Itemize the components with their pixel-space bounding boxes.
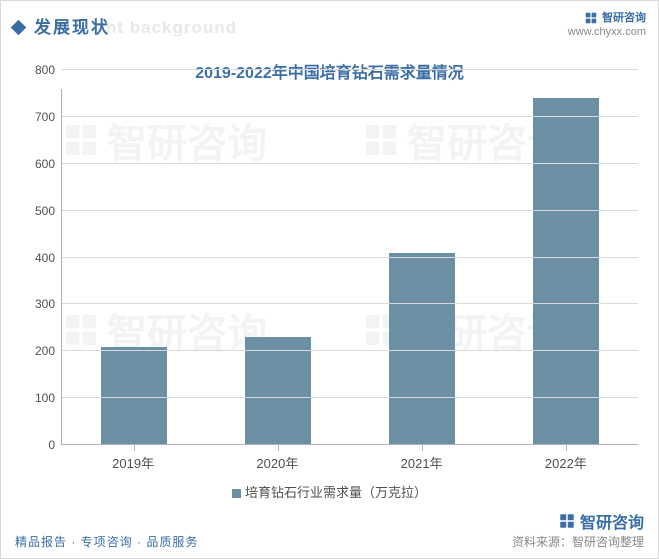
legend: 培育钻石行业需求量（万克拉）: [1, 472, 658, 505]
y-tick-label: 500: [35, 204, 55, 218]
header: 发展现状 nt background 智研咨询 www.chyxx.com: [1, 1, 658, 45]
x-tick-label: 2019年: [100, 453, 166, 472]
header-right: 智研咨询 www.chyxx.com: [568, 11, 646, 39]
footer-brand-name: 智研咨询: [580, 509, 644, 533]
gridline: [62, 397, 638, 398]
x-tick-label: 2020年: [244, 453, 310, 472]
y-tick-label: 300: [35, 297, 55, 311]
chart-card: 智研咨询 智研咨询 智研咨询 智研咨询 发展现状 nt background 智…: [0, 0, 659, 559]
x-axis-labels: 2019年 2020年 2021年 2022年: [61, 445, 638, 472]
x-tickmark: [566, 445, 567, 451]
bar: [533, 98, 599, 445]
y-tick-label: 800: [35, 63, 55, 77]
y-tick-label: 600: [35, 157, 55, 171]
chart-body: 0100200300400500600700800: [1, 89, 658, 445]
y-tick-label: 200: [35, 344, 55, 358]
bar: [389, 253, 455, 445]
gridline: [62, 350, 638, 351]
x-tick-label: 2022年: [533, 453, 599, 472]
gridline: [62, 69, 638, 70]
y-axis: 0100200300400500600700800: [21, 89, 61, 445]
section-title-ghost: nt background: [106, 18, 237, 38]
gridline: [62, 257, 638, 258]
y-tick-label: 100: [35, 391, 55, 405]
x-tick-label: 2021年: [389, 453, 455, 472]
x-tickmark: [422, 445, 423, 451]
bars-group: [62, 89, 638, 445]
footer: 精品报告 · 专项咨询 · 品质服务 智研咨询 资料来源：智研咨询整理: [1, 505, 658, 558]
chart-title: 2019-2022年中国培育钻石需求量情况: [1, 59, 658, 83]
legend-label: 培育钻石行业需求量（万克拉）: [245, 485, 427, 500]
y-tick-label: 0: [48, 438, 55, 452]
brand-logo-icon: [584, 11, 598, 25]
plot-area: [61, 89, 638, 445]
y-tick-label: 400: [35, 251, 55, 265]
brand-url: www.chyxx.com: [568, 25, 646, 39]
gridline: [62, 303, 638, 304]
gridline: [62, 116, 638, 117]
bar: [101, 347, 167, 445]
gridline: [62, 444, 638, 445]
source-text: 资料来源：智研咨询整理: [512, 533, 644, 550]
section-title: 发展现状: [34, 13, 110, 38]
x-tickmark: [134, 445, 135, 451]
header-left: 发展现状 nt background: [13, 13, 237, 38]
gridline: [62, 210, 638, 211]
diamond-bullet-icon: [11, 19, 27, 35]
x-tickmark: [278, 445, 279, 451]
footer-left: 精品报告 · 专项咨询 · 品质服务: [15, 533, 198, 550]
footer-right: 智研咨询 资料来源：智研咨询整理: [512, 509, 644, 550]
brand-logo-icon: [558, 512, 576, 530]
bar: [245, 337, 311, 445]
gridline: [62, 163, 638, 164]
y-tick-label: 700: [35, 110, 55, 124]
brand-name: 智研咨询: [602, 11, 646, 25]
legend-swatch-icon: [232, 489, 241, 498]
